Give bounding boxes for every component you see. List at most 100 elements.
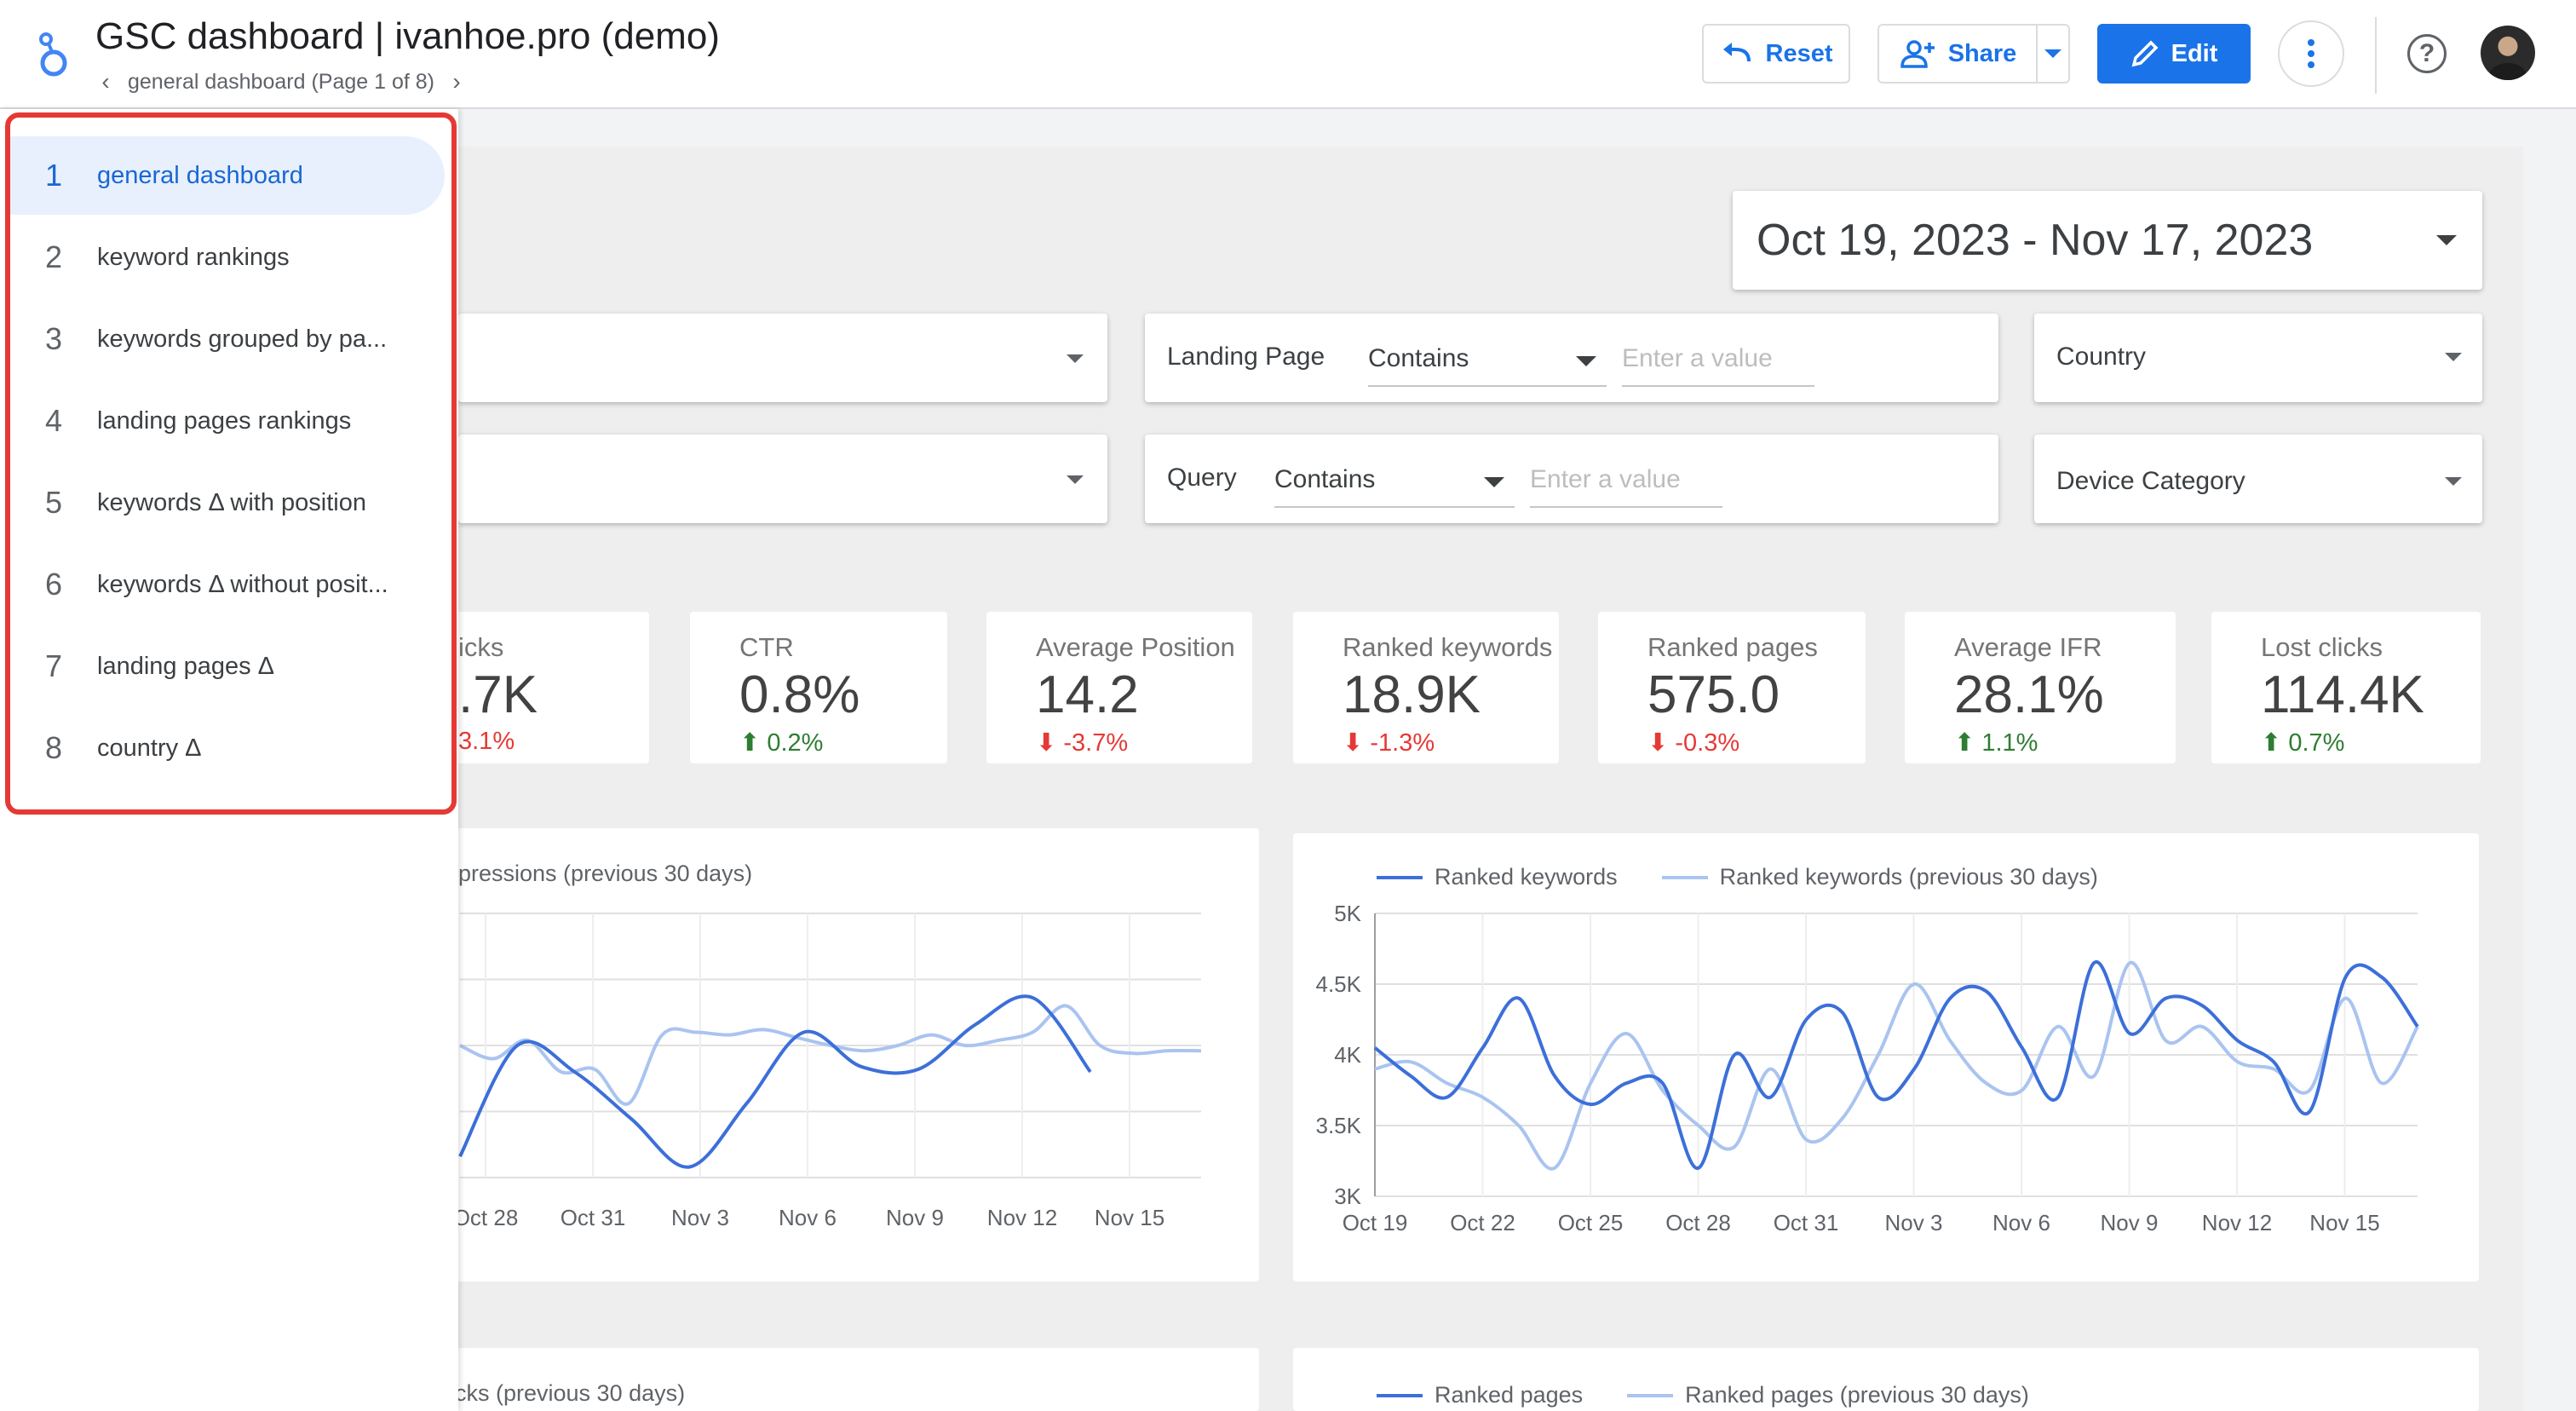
query-value-input[interactable]: Enter a value xyxy=(1530,460,1722,508)
page-number: 5 xyxy=(44,485,63,520)
ranked-pages-chart-card xyxy=(1293,1348,2479,1411)
y-tick-label: 3.5K xyxy=(1316,1113,1362,1138)
kpi-label: Ranked pages xyxy=(1647,632,1818,662)
filter-control-2[interactable] xyxy=(458,435,1107,523)
series-line-previous xyxy=(1374,961,2419,1171)
page-breadcrumb: ‹ general dashboard (Page 1 of 8) › xyxy=(95,68,467,95)
x-tick-label: Nov 12 xyxy=(2202,1210,2272,1235)
menu-item-page-5[interactable]: 5 keywords Δ with position xyxy=(10,464,445,542)
series-line-current xyxy=(458,994,1092,1169)
reset-label: Reset xyxy=(1765,39,1833,67)
header-divider xyxy=(2375,17,2377,94)
kpi-card: Lost clicks 114.4K ⬆ 0.7% xyxy=(2211,612,2481,763)
menu-item-page-1[interactable]: 1 general dashboard xyxy=(10,136,445,215)
report-title[interactable]: GSC dashboard | ivanhoe.pro (demo) xyxy=(95,15,720,57)
query-label: Query xyxy=(1167,464,1237,492)
page-number: 7 xyxy=(44,648,63,683)
x-tick-label: Nov 3 xyxy=(671,1205,729,1230)
landing-page-placeholder: Enter a value xyxy=(1622,344,1773,372)
next-page-icon[interactable]: › xyxy=(452,68,461,95)
legend-label: Ranked keywords (previous 30 days) xyxy=(1719,864,2098,890)
kpi-delta: ⬇ -0.3% xyxy=(1647,729,1740,757)
page-name: landing pages Δ xyxy=(97,652,275,680)
landing-page-operator-value: Contains xyxy=(1368,344,1469,372)
help-icon[interactable]: ? xyxy=(2407,34,2447,73)
chevron-down-icon xyxy=(2445,477,2462,486)
menu-item-page-4[interactable]: 4 landing pages rankings xyxy=(10,382,445,460)
filter-control-1[interactable] xyxy=(458,314,1107,402)
kpi-delta: ⬇ -3.7% xyxy=(1036,729,1129,757)
chevron-down-icon xyxy=(2436,235,2457,245)
chart-legend: pressions (previous 30 days) xyxy=(458,861,752,887)
legend-label: Ranked pages (previous 30 days) xyxy=(1685,1382,2029,1408)
share-options-dropdown[interactable] xyxy=(2036,24,2070,84)
menu-item-page-2[interactable]: 2 keyword rankings xyxy=(10,218,445,297)
avatar[interactable] xyxy=(2481,26,2535,80)
device-category-filter[interactable]: Device Category xyxy=(2034,435,2482,523)
kpi-value: 18.9K xyxy=(1343,665,1481,724)
kpi-card: Ranked pages 575.0 ⬇ -0.3% xyxy=(1598,612,1866,763)
menu-item-page-3[interactable]: 3 keywords grouped by pa... xyxy=(10,300,445,378)
previous-page-icon[interactable]: ‹ xyxy=(101,68,110,95)
x-tick-label: Oct 31 xyxy=(1774,1210,1839,1235)
device-category-label: Device Category xyxy=(2056,467,2245,495)
kpi-delta: ⬆ 0.7% xyxy=(2261,729,2345,757)
menu-highlight-outline xyxy=(5,112,457,815)
more-options-button[interactable] xyxy=(2278,20,2344,87)
page-name: keywords Δ with position xyxy=(97,488,366,516)
kpi-label: Lost clicks xyxy=(2261,632,2383,662)
undo-icon xyxy=(1722,43,1751,62)
chevron-down-icon xyxy=(1067,475,1084,484)
chart-legend: Ranked keywords Ranked keywords (previou… xyxy=(1377,864,2098,890)
x-tick-label: Oct 19 xyxy=(1343,1210,1408,1235)
menu-item-page-7[interactable]: 7 landing pages Δ xyxy=(10,627,445,706)
y-tick-label: 3K xyxy=(1334,1184,1361,1209)
x-tick-label: Nov 6 xyxy=(1992,1210,2050,1235)
add-person-icon xyxy=(1900,40,1935,68)
chevron-down-icon xyxy=(2044,49,2061,58)
current-page-label[interactable]: general dashboard (Page 1 of 8) xyxy=(128,69,434,94)
page-number: 3 xyxy=(44,321,63,356)
kpi-value: .7K xyxy=(458,665,538,724)
kpi-label: Average IFR xyxy=(1954,632,2102,662)
date-range-control[interactable]: Oct 19, 2023 - Nov 17, 2023 xyxy=(1733,191,2482,290)
kpi-delta: ⬆ 0.2% xyxy=(739,729,824,757)
reset-button[interactable]: Reset xyxy=(1702,24,1850,84)
kpi-label: CTR xyxy=(739,632,794,662)
menu-item-page-6[interactable]: 6 keywords Δ without posit... xyxy=(10,545,445,624)
kpi-value: 14.2 xyxy=(1036,665,1139,724)
chevron-down-icon xyxy=(1484,477,1504,487)
share-button[interactable]: Share xyxy=(1877,24,2036,84)
legend-swatch-current xyxy=(1377,875,1423,879)
menu-item-page-8[interactable]: 8 country Δ xyxy=(10,709,445,787)
query-operator-select[interactable]: Contains xyxy=(1274,460,1515,508)
kpi-delta: ⬆ 1.1% xyxy=(1954,729,2038,757)
kpi-label: Ranked keywords xyxy=(1343,632,1553,662)
legend-label: Ranked keywords xyxy=(1435,864,1618,890)
x-tick-label: Nov 3 xyxy=(1885,1210,1943,1235)
page-number: 4 xyxy=(44,403,63,438)
kpi-value: 575.0 xyxy=(1647,665,1780,724)
query-operator-value: Contains xyxy=(1274,465,1376,493)
clicks-chart-card xyxy=(409,1348,1259,1411)
y-tick-label: 5K xyxy=(1334,901,1361,926)
pencil-icon xyxy=(2131,40,2159,67)
series-line-previous xyxy=(459,1004,1202,1106)
legend-swatch-previous xyxy=(1627,1393,1674,1397)
series-line-current xyxy=(1373,959,2419,1170)
x-tick-label: Nov 15 xyxy=(1095,1205,1164,1230)
landing-page-filter: Landing Page Contains Enter a value xyxy=(1145,314,1998,402)
query-filter: Query Contains Enter a value xyxy=(1145,435,1998,523)
page-name: keyword rankings xyxy=(97,243,290,271)
ranked-keywords-chart-card xyxy=(1293,833,2479,1281)
country-label: Country xyxy=(2056,343,2147,371)
chevron-down-icon xyxy=(1067,354,1084,363)
kpi-card: Average IFR 28.1% ⬆ 1.1% xyxy=(1905,612,2176,763)
chevron-down-icon xyxy=(2445,353,2462,361)
x-tick-label: Oct 31 xyxy=(561,1205,626,1230)
country-filter[interactable]: Country xyxy=(2034,314,2482,402)
edit-button[interactable]: Edit xyxy=(2097,24,2251,84)
landing-page-value-input[interactable]: Enter a value xyxy=(1622,339,1814,387)
landing-page-operator-select[interactable]: Contains xyxy=(1368,339,1607,387)
top-header: GSC dashboard | ivanhoe.pro (demo) ‹ gen… xyxy=(0,0,2576,109)
